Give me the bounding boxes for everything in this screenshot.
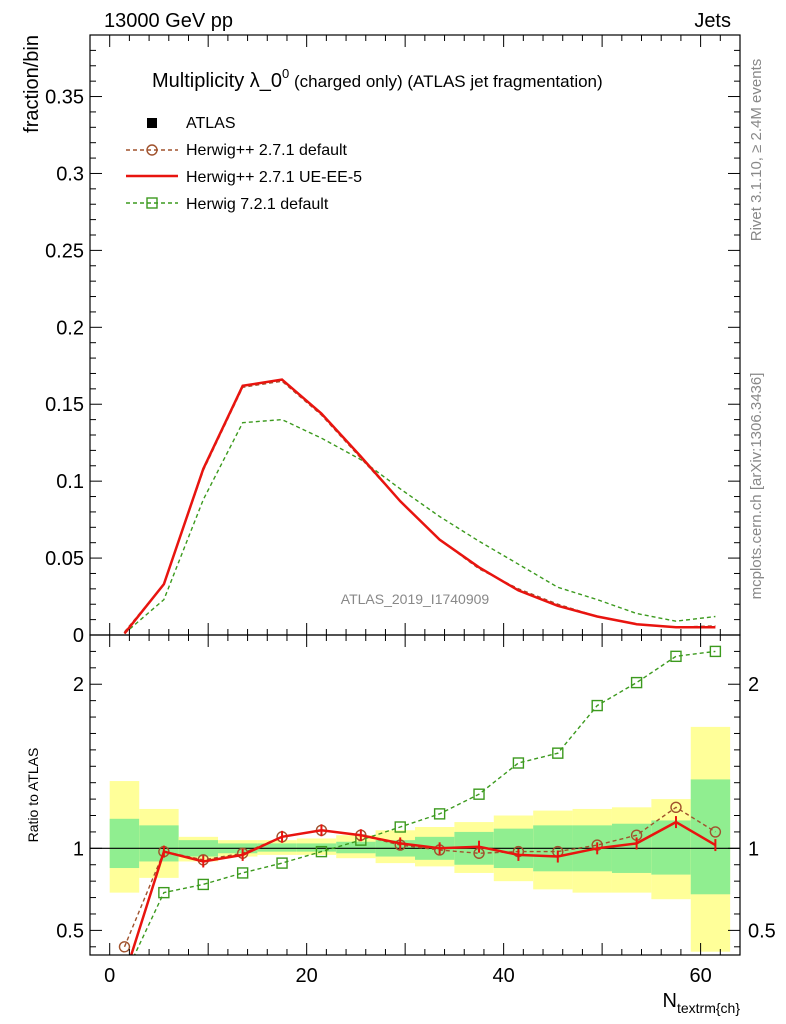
ratio-dashed-circle-line bbox=[123, 806, 716, 948]
ratio-dashed-open-square-point bbox=[197, 878, 209, 891]
ratio-y-tick-label: 0.5 bbox=[56, 920, 84, 942]
top-y-tick-label: 0.35 bbox=[45, 87, 84, 109]
legend-marker-herwig7 bbox=[146, 197, 158, 209]
ratio-band-inner bbox=[651, 820, 691, 875]
ratio-dashed-open-square-point bbox=[591, 699, 603, 712]
ratio-solid-line bbox=[129, 820, 717, 955]
ratio-panel-frame bbox=[89, 634, 741, 956]
analysis-watermark: ATLAS_2019_I1740909 bbox=[341, 591, 490, 607]
ratio-y-axis-title: Ratio to ATLAS bbox=[25, 748, 41, 843]
ratio-dashed-open-square-point bbox=[276, 857, 288, 869]
ratio-dashed-open-square-point bbox=[236, 867, 249, 879]
ratio-dashed-open-square-point bbox=[709, 645, 722, 658]
rivet-version-label: Rivet 3.1.10, ≥ 2.4M events bbox=[748, 59, 765, 242]
header-left: 13000 GeV pp bbox=[104, 10, 233, 32]
ratio-y-tick-label: 1 bbox=[73, 838, 84, 860]
legend-label-herwigpp-default: Herwig++ 2.7.1 default bbox=[186, 142, 348, 159]
plot-title-rest: (charged only) (ATLAS jet fragmentation) bbox=[289, 72, 602, 91]
ratio-y-tick-label-right: 2 bbox=[748, 674, 759, 696]
x-tick-label: 20 bbox=[296, 965, 318, 987]
top-y-tick-label: 0.25 bbox=[45, 240, 84, 262]
ratio-dashed-open-square-point bbox=[158, 886, 170, 899]
ratio-dashed-open-square-point bbox=[473, 788, 485, 800]
ratio-dashed-circle-point bbox=[118, 941, 131, 953]
ratio-dashed-circle-point bbox=[709, 826, 722, 838]
legend-label-herwigpp-ueee5: Herwig++ 2.7.1 UE-EE-5 bbox=[186, 169, 362, 186]
legend-marker-herwigpp-default bbox=[146, 144, 158, 156]
x-axis-title-main: N bbox=[663, 990, 677, 1012]
x-tick-label: 0 bbox=[104, 965, 115, 987]
plot-title-main: Multiplicity λ_0 bbox=[152, 70, 282, 92]
ratio-dashed-open-square-point bbox=[630, 676, 643, 689]
ratio-band-inner bbox=[139, 825, 179, 862]
top-solid-line bbox=[123, 378, 716, 635]
ratio-y-tick-label-right: 1 bbox=[748, 838, 759, 860]
plot-title: Multiplicity λ_00 (charged only) (ATLAS … bbox=[152, 66, 603, 92]
legend-marker-atlas bbox=[147, 118, 157, 128]
top-y-tick-label: 0.15 bbox=[45, 394, 84, 416]
ratio-band-inner bbox=[257, 843, 297, 852]
top-y-tick-label: 0 bbox=[73, 625, 84, 647]
top-y-tick-label: 0.3 bbox=[56, 163, 84, 185]
x-tick-label: 40 bbox=[493, 965, 515, 987]
ratio-dashed-open-square-point bbox=[552, 747, 564, 759]
ratio-dashed-open-square-point bbox=[670, 650, 682, 663]
mcplots-label: mcplots.cern.ch [arXiv:1306.3436] bbox=[748, 373, 765, 600]
ratio-dashed-circle-point bbox=[670, 801, 682, 814]
x-axis-title-sub: textrm{ch} bbox=[677, 1000, 740, 1016]
legend-label-herwig7: Herwig 7.2.1 default bbox=[186, 196, 329, 213]
ratio-y-tick-label: 2 bbox=[73, 674, 84, 696]
ratio-dashed-open-square-point bbox=[512, 757, 525, 769]
header-right: Jets bbox=[694, 10, 731, 32]
ratio-dashed-open-square-point bbox=[433, 808, 446, 820]
ratio-band-inner bbox=[690, 779, 731, 895]
ratio-band-inner bbox=[109, 818, 140, 869]
ratio-dashed-open-square-line bbox=[133, 650, 716, 955]
plot-title-sup: 0 bbox=[282, 66, 289, 81]
top-y-tick-label: 0.05 bbox=[45, 548, 84, 570]
x-tick-label: 60 bbox=[689, 965, 711, 987]
ratio-band-inner bbox=[336, 841, 376, 854]
top-y-tick-label: 0.2 bbox=[56, 317, 84, 339]
top-y-tick-label: 0.1 bbox=[56, 471, 84, 493]
ratio-dashed-open-square-point bbox=[315, 845, 328, 858]
ratio-dashed-open-square-point bbox=[394, 821, 406, 833]
x-axis-title: Ntextrm{ch} bbox=[663, 990, 741, 1016]
legend-label-atlas: ATLAS bbox=[186, 115, 236, 132]
top-y-axis-title: fraction/bin bbox=[21, 35, 43, 133]
legend: ATLAS Herwig++ 2.7.1 default Herwig++ 2.… bbox=[126, 115, 362, 213]
ratio-y-tick-label-right: 0.5 bbox=[748, 920, 776, 942]
